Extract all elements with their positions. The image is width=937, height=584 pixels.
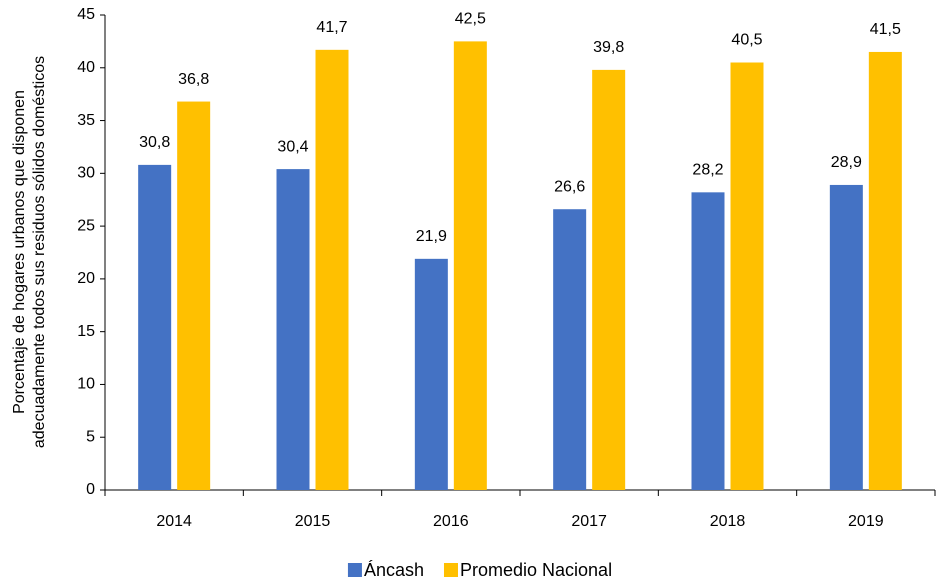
- bar: [691, 192, 725, 491]
- bar: [315, 49, 349, 490]
- bar: [553, 209, 587, 490]
- y-tick-label: 10: [77, 376, 95, 393]
- value-label: 42,5: [455, 11, 486, 28]
- value-label: 21,9: [416, 228, 447, 245]
- value-label: 30,4: [277, 138, 308, 155]
- x-tick-label: 2015: [295, 513, 331, 530]
- value-label: 28,9: [831, 154, 862, 171]
- y-tick-label: 0: [86, 481, 95, 498]
- bar: [414, 258, 448, 490]
- value-label: 26,6: [554, 178, 585, 195]
- y-tick-label: 5: [86, 428, 95, 445]
- y-tick-label: 40: [77, 59, 95, 76]
- bar: [829, 184, 863, 490]
- bar: [868, 51, 902, 490]
- x-tick-label: 2016: [433, 513, 469, 530]
- y-axis-label: adecuadamente todos sus residuos sólidos…: [31, 56, 48, 448]
- y-tick-label: 45: [77, 6, 95, 23]
- x-tick-label: 2018: [710, 513, 746, 530]
- y-tick-label: 15: [77, 323, 95, 340]
- bar: [276, 169, 310, 490]
- y-tick-label: 30: [77, 165, 95, 182]
- value-label: 36,8: [178, 71, 209, 88]
- value-label: 41,7: [316, 19, 347, 36]
- bar: [592, 69, 626, 490]
- legend: Áncash Promedio Nacional: [347, 560, 612, 580]
- legend-label: Promedio Nacional: [460, 560, 612, 580]
- x-tick-label: 2017: [571, 513, 607, 530]
- bar: [730, 62, 764, 490]
- y-axis-label: Porcentaje de hogares urbanos que dispon…: [11, 90, 28, 414]
- y-tick-label: 25: [77, 217, 95, 234]
- bar: [453, 41, 487, 491]
- legend-swatch: [347, 563, 362, 577]
- y-tick-label: 35: [77, 112, 95, 129]
- value-label: 40,5: [731, 32, 762, 49]
- legend-swatch: [443, 563, 458, 577]
- x-tick-label: 2019: [848, 513, 884, 530]
- y-tick-label: 20: [77, 270, 95, 287]
- x-tick-label: 2014: [156, 513, 192, 530]
- legend-label: Áncash: [364, 560, 424, 580]
- bar: [177, 101, 211, 491]
- value-label: 39,8: [593, 39, 624, 56]
- bar: [138, 164, 172, 490]
- value-label: 41,5: [870, 21, 901, 38]
- value-label: 28,2: [692, 162, 723, 179]
- value-label: 30,8: [139, 134, 170, 151]
